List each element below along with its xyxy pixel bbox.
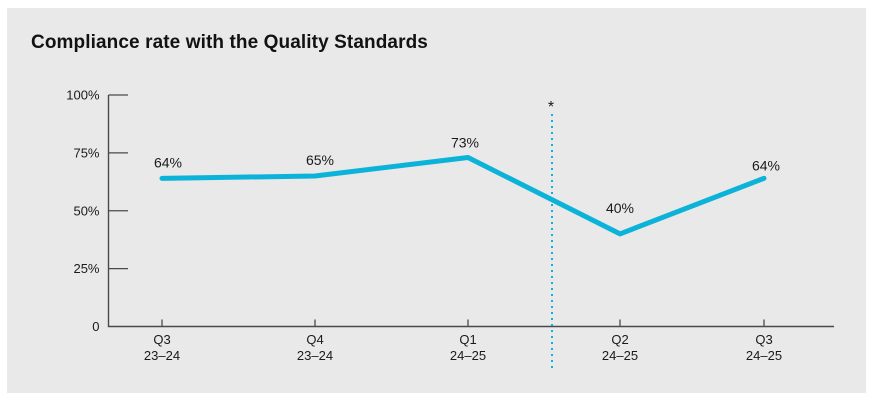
x-axis-label-quarter: Q2 <box>611 332 628 347</box>
x-axis-label-quarter: Q1 <box>459 332 476 347</box>
chart-title: Compliance rate with the Quality Standar… <box>31 32 428 53</box>
y-axis-tick-label: 0 <box>92 319 99 334</box>
x-axis-label-year: 24–25 <box>746 348 782 363</box>
y-axis-tick-label: 100% <box>66 88 100 103</box>
x-axis-label-year: 24–25 <box>602 348 638 363</box>
compliance-rate-line <box>159 155 767 237</box>
y-axis-tick-label: 50% <box>73 203 99 218</box>
x-axis-label-year: 23–24 <box>144 348 180 363</box>
x-axis-label-year: 24–25 <box>450 348 486 363</box>
axis-lines <box>107 95 834 328</box>
x-axis-label-quarter: Q3 <box>153 332 170 347</box>
x-axis-label-quarter: Q3 <box>755 332 772 347</box>
data-point-label: 64% <box>752 157 780 173</box>
chart-panel: Compliance rate with the Quality Standar… <box>7 8 866 393</box>
x-axis-label-year: 23–24 <box>297 348 333 363</box>
y-axis-tick-label: 25% <box>73 261 99 276</box>
x-axis-label-quarter: Q4 <box>306 332 323 347</box>
y-axis-tick-label: 75% <box>73 145 99 160</box>
data-point-label: 65% <box>306 152 334 168</box>
data-point-label: 64% <box>154 154 182 170</box>
data-point-label: 40% <box>606 200 634 216</box>
data-point-label: 73% <box>451 135 479 151</box>
annotation-asterisk: * <box>548 99 554 116</box>
